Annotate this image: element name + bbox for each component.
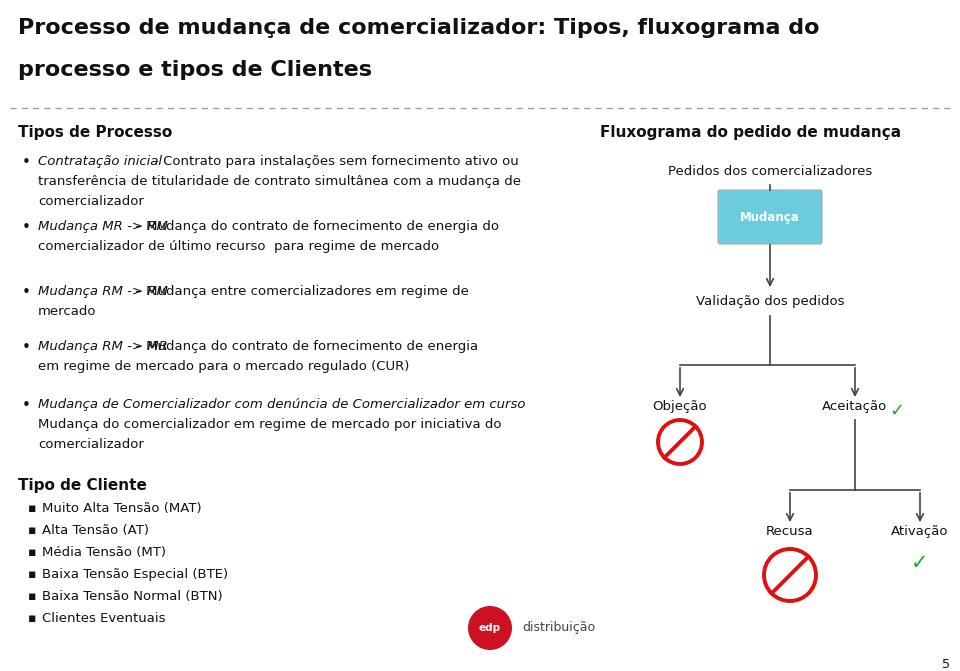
Text: distribuição: distribuição [522, 621, 595, 635]
Text: Recusa: Recusa [766, 525, 814, 538]
Text: –: – [426, 398, 438, 411]
Text: Ativação: Ativação [891, 525, 948, 538]
Text: ▪: ▪ [28, 590, 36, 603]
Text: ▪: ▪ [28, 568, 36, 581]
Text: em regime de mercado para o mercado regulado (CUR): em regime de mercado para o mercado regu… [38, 360, 409, 373]
Text: Fluxograma do pedido de mudança: Fluxograma do pedido de mudança [600, 125, 901, 140]
Text: Tipos de Processo: Tipos de Processo [18, 125, 172, 140]
Text: •: • [22, 398, 31, 413]
Text: – Contrato para instalações sem fornecimento ativo ou: – Contrato para instalações sem fornecim… [148, 155, 519, 168]
Text: •: • [22, 220, 31, 235]
Text: Mudança de Comercializador com denúncia de Comercializador em curso: Mudança de Comercializador com denúncia … [38, 398, 525, 411]
Text: Aceitação: Aceitação [823, 400, 888, 413]
Text: – Mudança do contrato de fornecimento de energia do: – Mudança do contrato de fornecimento de… [131, 220, 499, 233]
Text: Clientes Eventuais: Clientes Eventuais [42, 612, 165, 625]
Circle shape [468, 606, 512, 650]
Text: •: • [22, 285, 31, 300]
Text: transferência de titularidade de contrato simultânea com a mudança de: transferência de titularidade de contrat… [38, 175, 521, 188]
Text: Processo de mudança de comercializador: Tipos, fluxograma do: Processo de mudança de comercializador: … [18, 18, 820, 38]
Text: Baixa Tensão Especial (BTE): Baixa Tensão Especial (BTE) [42, 568, 228, 581]
Text: – Mudança do contrato de fornecimento de energia: – Mudança do contrato de fornecimento de… [131, 340, 478, 353]
Text: Contratação inicial: Contratação inicial [38, 155, 162, 168]
Text: 5: 5 [942, 658, 950, 671]
Text: Mudança do comercializador em regime de mercado por iniciativa do: Mudança do comercializador em regime de … [38, 418, 501, 431]
Text: Tipo de Cliente: Tipo de Cliente [18, 478, 147, 493]
Text: •: • [22, 340, 31, 355]
Text: processo e tipos de Clientes: processo e tipos de Clientes [18, 60, 372, 80]
Text: ✓: ✓ [889, 402, 904, 420]
Text: ▪: ▪ [28, 612, 36, 625]
Text: Pedidos dos comercializadores: Pedidos dos comercializadores [668, 165, 872, 178]
Text: Muito Alta Tensão (MAT): Muito Alta Tensão (MAT) [42, 502, 202, 515]
Text: Média Tensão (MT): Média Tensão (MT) [42, 546, 166, 559]
Text: Mudança MR -> RM: Mudança MR -> RM [38, 220, 168, 233]
Text: ✓: ✓ [911, 553, 928, 573]
Text: edp: edp [479, 623, 501, 633]
Text: Baixa Tensão Normal (BTN): Baixa Tensão Normal (BTN) [42, 590, 223, 603]
Text: comercializador de último recurso  para regime de mercado: comercializador de último recurso para r… [38, 240, 439, 253]
Text: comercializador: comercializador [38, 438, 144, 451]
Text: ▪: ▪ [28, 502, 36, 515]
Text: Alta Tensão (AT): Alta Tensão (AT) [42, 524, 149, 537]
Text: Mudança: Mudança [740, 211, 800, 223]
Text: comercializador: comercializador [38, 195, 144, 208]
FancyBboxPatch shape [718, 190, 822, 244]
Text: Mudança RM -> RM: Mudança RM -> RM [38, 285, 168, 298]
Text: Objeção: Objeção [653, 400, 708, 413]
Text: Mudança RM -> MR: Mudança RM -> MR [38, 340, 168, 353]
Text: ▪: ▪ [28, 524, 36, 537]
Text: •: • [22, 155, 31, 170]
Text: mercado: mercado [38, 305, 97, 318]
Text: Validação dos pedidos: Validação dos pedidos [696, 295, 844, 308]
Text: – Mudança entre comercializadores em regime de: – Mudança entre comercializadores em reg… [131, 285, 468, 298]
Text: ▪: ▪ [28, 546, 36, 559]
